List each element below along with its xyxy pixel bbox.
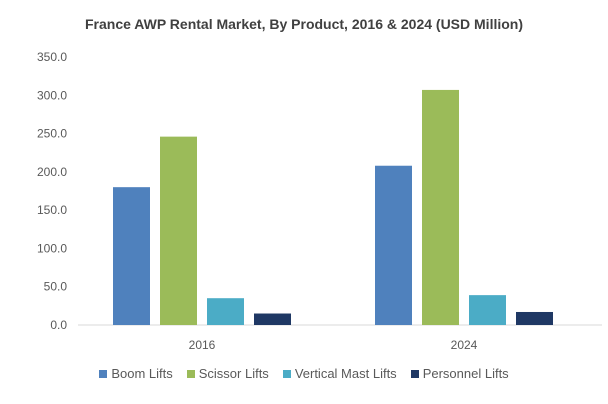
legend: Boom Lifts Scissor Lifts Vertical Mast Lif… <box>0 366 608 381</box>
y-tick-label: 150.0 <box>37 203 67 217</box>
legend-item: Boom Lifts <box>99 366 173 381</box>
chart-title: France AWP Rental Market, By Product, 20… <box>84 16 523 32</box>
y-tick-label: 50.0 <box>44 280 68 294</box>
legend-swatch <box>186 369 195 378</box>
y-axis: 0.0 50.0 100.0 150.0 200.0 250.0 300.0 350.0 <box>37 50 67 332</box>
legend-item: Scissor Lifts <box>186 366 269 381</box>
bar-personnel-lifts-2016 <box>254 313 291 325</box>
y-tick-label: 350.0 <box>37 50 67 64</box>
x-axis: 2016 2024 <box>189 338 478 352</box>
bar-vertical-mast-lifts-2016 <box>207 298 244 325</box>
y-tick-label: 100.0 <box>37 241 67 255</box>
y-tick-label: 300.0 <box>37 88 67 102</box>
bar-vertical-mast-lifts-2024 <box>469 295 506 325</box>
legend-label: Boom Lifts <box>111 366 173 381</box>
bar-boom-lifts-2016 <box>113 187 150 325</box>
legend-label: Personnel Lifts <box>422 366 509 381</box>
y-tick-label: 0.0 <box>50 318 67 332</box>
legend-swatch <box>410 369 419 378</box>
y-tick-label: 250.0 <box>37 127 67 141</box>
bar-scissor-lifts-2024 <box>422 89 459 325</box>
legend-item: Vertical Mast Lifts <box>282 366 397 381</box>
bars <box>113 89 553 325</box>
x-tick-label: 2024 <box>451 338 478 352</box>
legend-item: Personnel Lifts <box>410 366 509 381</box>
bar-scissor-lifts-2016 <box>160 136 197 325</box>
legend-label: Scissor Lifts <box>198 366 269 381</box>
legend-swatch <box>99 369 108 378</box>
legend-label: Vertical Mast Lifts <box>294 366 397 381</box>
legend-swatch <box>282 369 291 378</box>
x-tick-label: 2016 <box>189 338 216 352</box>
y-tick-label: 200.0 <box>37 165 67 179</box>
bar-boom-lifts-2024 <box>375 165 412 325</box>
bar-personnel-lifts-2024 <box>516 311 553 325</box>
